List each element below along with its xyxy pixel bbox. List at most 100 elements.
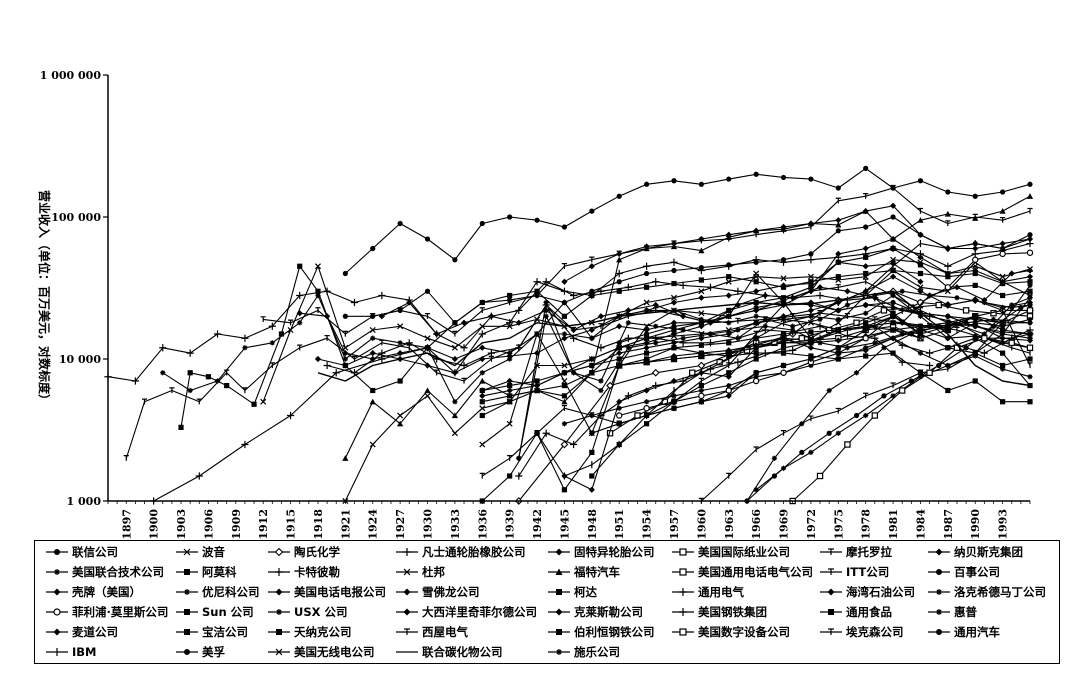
data-point — [1008, 270, 1015, 277]
data-point — [342, 356, 348, 362]
data-point — [780, 331, 787, 337]
legend-swatch — [176, 609, 198, 615]
data-point — [725, 373, 732, 380]
x-tick-label: 1990 — [969, 509, 982, 540]
data-point — [954, 326, 960, 333]
data-point — [835, 274, 841, 280]
legend-item: 美国钢铁集团 — [671, 602, 767, 622]
data-point — [616, 412, 623, 419]
x-tick-label: 1927 — [394, 509, 407, 540]
data-point — [917, 270, 924, 277]
data-point — [1027, 295, 1033, 301]
chart: 1 000 10 000 100 000 1 000 000 1897 1900 1903… — [37, 69, 1034, 540]
legend-label: 联信公司 — [72, 545, 118, 559]
data-point — [890, 267, 896, 274]
series-line — [792, 337, 1031, 502]
legend-marker — [556, 649, 562, 655]
data-point — [589, 362, 595, 369]
data-point — [945, 345, 951, 351]
legend-marker — [275, 648, 283, 656]
data-point — [260, 398, 267, 405]
data-point — [397, 378, 403, 384]
data-point — [533, 382, 541, 389]
data-point — [1018, 305, 1024, 311]
legend-label: 美国通用电话电气公司 — [698, 565, 813, 579]
data-point — [698, 382, 704, 389]
legend-label: 美国数字设备公司 — [698, 625, 790, 639]
data-point — [479, 220, 485, 227]
data-point — [926, 323, 933, 329]
data-point — [1027, 232, 1033, 238]
legend-item: 通用食品 — [819, 602, 892, 622]
legend-swatch — [268, 568, 290, 576]
data-point — [1000, 280, 1006, 287]
legend-label: 百事公司 — [954, 565, 1000, 579]
legend-label: 惠普 — [954, 605, 977, 619]
data-point — [844, 302, 851, 308]
data-point — [889, 313, 897, 320]
series-45 — [744, 316, 1033, 504]
legend-marker — [679, 568, 687, 576]
series-line — [518, 290, 1030, 502]
x-tick-label: 1921 — [339, 509, 352, 540]
data-point — [570, 326, 577, 333]
data-point — [698, 265, 704, 271]
data-point — [379, 339, 385, 346]
x-tick-label: 1936 — [476, 509, 489, 540]
legend-swatch — [396, 628, 418, 635]
data-point — [588, 263, 595, 270]
legend-item: 波音 — [175, 542, 225, 562]
data-point — [880, 307, 888, 314]
data-point — [369, 355, 376, 363]
data-point — [479, 412, 485, 419]
data-point — [479, 355, 486, 363]
data-point — [378, 355, 386, 363]
data-point — [835, 344, 842, 351]
legend-swatch — [548, 548, 570, 556]
data-point — [698, 392, 705, 400]
data-point — [808, 353, 814, 359]
data-point — [507, 356, 513, 362]
data-point — [1027, 181, 1033, 187]
data-point — [350, 298, 359, 307]
data-point — [954, 295, 960, 301]
legend-swatch — [396, 608, 418, 616]
data-point — [753, 259, 759, 265]
legend-item: 优尼科公司 — [175, 582, 260, 602]
data-point — [698, 237, 704, 244]
data-point — [533, 278, 541, 286]
data-point — [589, 256, 595, 263]
data-point — [297, 263, 303, 269]
legend-label: 麦道公司 — [72, 625, 118, 639]
data-point — [507, 455, 513, 461]
data-point — [862, 208, 869, 215]
data-point — [1000, 292, 1006, 299]
legend-label: 卡特彼勒 — [294, 565, 340, 579]
data-point — [315, 307, 321, 313]
data-point — [652, 381, 660, 390]
data-point — [972, 378, 978, 384]
data-point — [945, 274, 951, 280]
data-point — [807, 344, 815, 351]
data-point — [972, 263, 979, 270]
data-point — [808, 251, 814, 257]
data-point — [625, 320, 631, 326]
data-point — [980, 349, 988, 357]
data-point — [1026, 344, 1034, 351]
data-point — [853, 412, 860, 419]
legend-marker — [275, 588, 283, 596]
data-point — [817, 340, 823, 346]
data-point — [269, 340, 275, 346]
data-point — [561, 335, 568, 342]
data-point — [1027, 356, 1033, 362]
data-point — [707, 319, 714, 326]
data-point — [698, 316, 704, 323]
data-point — [808, 284, 814, 290]
data-point — [1026, 299, 1034, 306]
data-point — [945, 362, 951, 369]
data-point — [917, 335, 924, 342]
x-tick-label: 1906 — [202, 509, 215, 540]
data-point — [515, 306, 523, 314]
legend-marker — [828, 628, 834, 635]
legend-marker — [936, 629, 942, 635]
